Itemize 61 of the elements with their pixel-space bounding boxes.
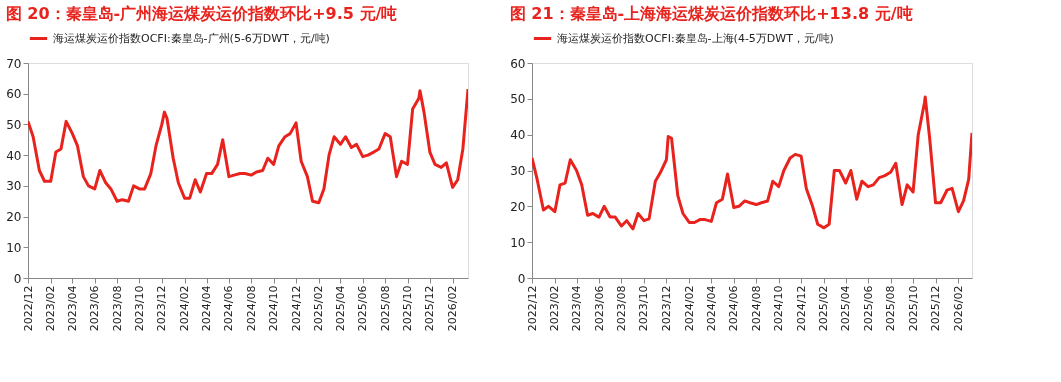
x-tick-label: 2025/10 bbox=[401, 285, 414, 332]
y-tick-label: 10 bbox=[510, 235, 526, 250]
x-tick-label: 2024/08 bbox=[244, 285, 258, 332]
x-tick-label: 2025/04 bbox=[333, 285, 347, 332]
x-tick-label: 2023/12 bbox=[659, 285, 673, 332]
x-tick-label: 2025/06 bbox=[861, 285, 875, 332]
x-tick-label: 2024/02 bbox=[178, 285, 192, 332]
y-tick-label: 40 bbox=[6, 148, 22, 163]
x-tick-label: 2025/08 bbox=[378, 285, 392, 332]
y-tick-label: 60 bbox=[510, 56, 526, 71]
x-tick-label: 2025/10 bbox=[906, 285, 920, 332]
y-tick-label: 0 bbox=[13, 271, 22, 286]
y-tick-label: 70 bbox=[6, 56, 22, 71]
x-tick-label: 2023/04 bbox=[570, 285, 584, 332]
x-tick-label: 2024/04 bbox=[200, 285, 214, 332]
x-tick-label: 2024/08 bbox=[749, 285, 763, 332]
x-tick-label: 2023/08 bbox=[110, 285, 124, 332]
chart-title: 图 21：秦皇岛-上海海运煤炭运价指数环比+13.8 元/吨 bbox=[509, 4, 913, 23]
x-tick-label: 2023/06 bbox=[592, 285, 606, 332]
line-series bbox=[532, 95, 972, 231]
y-tick-label: 10 bbox=[6, 240, 22, 255]
y-tick-label: 0 bbox=[517, 271, 526, 286]
y-tick-label: 50 bbox=[6, 117, 22, 132]
x-tick-label: 2025/12 bbox=[423, 285, 437, 332]
x-tick-label: 2023/06 bbox=[88, 285, 102, 332]
y-tick-label: 20 bbox=[510, 199, 526, 214]
y-tick-label: 60 bbox=[6, 87, 22, 102]
x-tick-label: 2023/10 bbox=[132, 285, 146, 332]
x-tick-label: 2024/10 bbox=[772, 285, 786, 332]
x-tick-label: 2026/02 bbox=[951, 285, 965, 332]
y-tick-label: 30 bbox=[6, 179, 22, 194]
x-tick-label: 2024/12 bbox=[794, 285, 808, 332]
x-tick-label: 2023/12 bbox=[155, 285, 169, 332]
x-tick-label: 2024/10 bbox=[267, 285, 281, 332]
x-tick-label: 2023/10 bbox=[637, 285, 651, 332]
x-tick-label: 2024/06 bbox=[727, 285, 741, 332]
y-tick-label: 30 bbox=[510, 164, 526, 178]
x-tick-label: 2026/02 bbox=[446, 285, 460, 332]
x-tick-label: 2024/06 bbox=[222, 285, 236, 332]
x-tick-label: 2023/04 bbox=[65, 285, 79, 332]
x-tick-label: 2025/12 bbox=[929, 285, 943, 332]
x-tick-label: 2025/04 bbox=[839, 285, 853, 332]
x-tick-label: 2024/02 bbox=[682, 285, 696, 332]
line-series bbox=[28, 87, 468, 205]
x-tick-label: 2025/08 bbox=[884, 285, 898, 332]
x-tick-label: 2025/02 bbox=[312, 285, 326, 332]
legend-label: 海运煤炭运价指数OCFI:秦皇岛-上海(4-5万DWT，元/吨) bbox=[557, 31, 834, 45]
x-tick-label: 2022/12 bbox=[525, 285, 539, 332]
x-tick-label: 2023/02 bbox=[548, 285, 562, 332]
y-tick-label: 50 bbox=[510, 92, 526, 107]
y-tick-label: 40 bbox=[510, 128, 526, 143]
x-tick-label: 2023/08 bbox=[614, 285, 628, 332]
x-tick-label: 2024/12 bbox=[289, 285, 303, 332]
x-tick-label: 2025/02 bbox=[817, 285, 831, 332]
x-tick-label: 2024/04 bbox=[704, 285, 718, 332]
x-tick-label: 2022/12 bbox=[21, 285, 35, 332]
chart-title: 图 20：秦皇岛-广州海运煤炭运价指数环比+9.5 元/吨 bbox=[5, 4, 398, 23]
legend-label: 海运煤炭运价指数OCFI:秦皇岛-广州(5-6万DWT，元/吨) bbox=[53, 31, 330, 45]
x-tick-label: 2023/02 bbox=[44, 285, 58, 332]
x-tick-label: 2025/06 bbox=[356, 285, 370, 332]
y-tick-label: 20 bbox=[6, 210, 22, 225]
